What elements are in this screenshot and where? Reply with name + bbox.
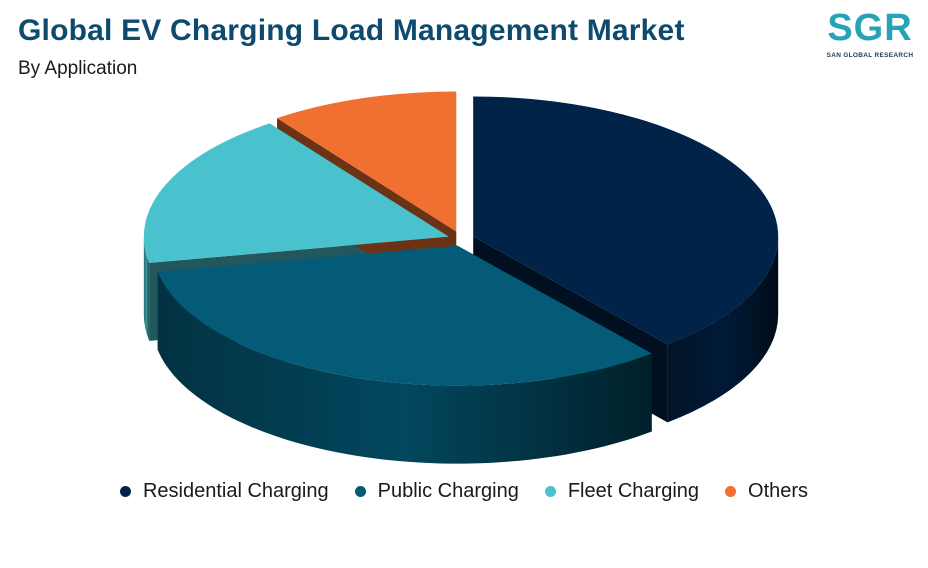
legend-item-public-charging: Public Charging xyxy=(354,480,519,503)
legend-marker xyxy=(725,486,737,497)
legend-label: Residential Charging xyxy=(142,480,329,502)
pie-tops xyxy=(143,91,779,386)
pie-chart xyxy=(143,91,779,464)
legend-label: Others xyxy=(748,480,809,502)
slice-side-2-0 xyxy=(143,236,150,341)
legend-marker xyxy=(119,486,131,497)
legend-label: Fleet Charging xyxy=(567,480,700,502)
logo-mark: SGR xyxy=(827,7,913,49)
pie-slice-public-charging xyxy=(157,245,652,386)
legend-item-others: Others xyxy=(725,480,808,503)
pie-slice-fleet-charging xyxy=(143,123,449,263)
chart-subtitle: By Application xyxy=(18,58,138,79)
pie-slice-residential-charging xyxy=(473,96,779,345)
slice-side-1-0 xyxy=(157,271,652,464)
legend-marker xyxy=(354,486,366,497)
chart-legend: Residential Charging Public Charging Fleet… xyxy=(0,480,928,503)
slice-side-0-0 xyxy=(667,236,779,423)
logo-text: SAN GLOBAL RESEARCH xyxy=(826,52,914,59)
legend-item-fleet-charging: Fleet Charging xyxy=(544,480,700,503)
brand-logo: SGR SAN GLOBAL RESEARCH xyxy=(820,6,920,62)
legend-marker xyxy=(544,486,556,497)
pie-slice-others xyxy=(277,91,457,232)
chart-title: Global EV Charging Load Management Marke… xyxy=(18,14,685,47)
legend-item-residential-charging: Residential Charging xyxy=(119,480,329,503)
legend-label: Public Charging xyxy=(377,480,519,502)
